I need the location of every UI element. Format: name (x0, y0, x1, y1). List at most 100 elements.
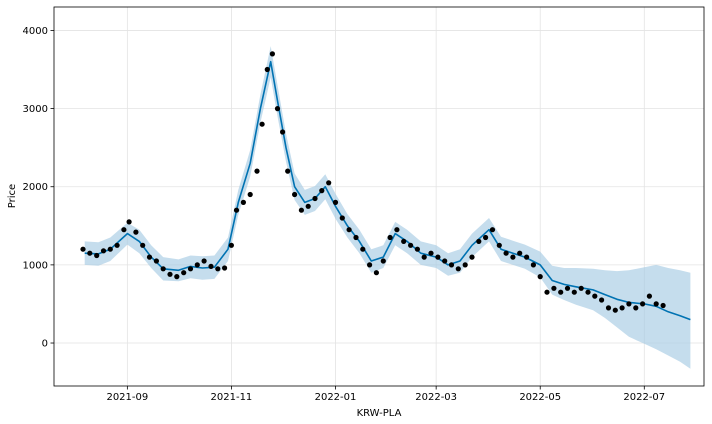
grid-lines (54, 7, 704, 386)
observed-point (510, 254, 516, 260)
observed-point (646, 293, 653, 299)
plot-frame (53, 6, 705, 387)
y-tick-label: 0 (42, 339, 48, 350)
observed-point (660, 302, 666, 309)
observed-point (126, 219, 132, 225)
observed-point (247, 191, 253, 198)
observed-point (153, 258, 159, 264)
observed-point (530, 262, 537, 268)
observed-point (408, 242, 414, 248)
observed-point (326, 180, 332, 186)
observed-point (489, 227, 496, 233)
observed-point (592, 293, 598, 299)
x-tick-label: 2021-11 (211, 392, 253, 403)
x-tick-label: 2021-09 (106, 392, 148, 403)
observed-point (564, 285, 571, 291)
observed-point (599, 297, 605, 303)
observed-point (373, 270, 379, 276)
observed-point (469, 254, 475, 260)
observed-point (551, 285, 557, 291)
observed-point (80, 246, 86, 252)
observed-point (107, 246, 113, 252)
observed-point (633, 305, 639, 311)
observed-point (264, 66, 270, 73)
observed-point (435, 254, 441, 260)
observed-point (503, 250, 509, 256)
x-tick-label: 2022-07 (623, 392, 665, 403)
observed-point (496, 242, 502, 248)
observed-point (298, 207, 304, 213)
observed-point (360, 246, 366, 252)
observed-point (133, 229, 139, 235)
observed-point (524, 254, 530, 260)
observed-point (121, 227, 127, 233)
observed-point (619, 305, 625, 311)
observed-point (312, 195, 318, 202)
observed-point (605, 305, 612, 311)
observed-point (483, 234, 489, 241)
y-tick-label: 1000 (23, 260, 48, 271)
y-tick-label: 3000 (23, 104, 48, 115)
observed-point (280, 129, 286, 135)
observed-point (259, 121, 265, 127)
observed-point (442, 258, 448, 264)
observed-point (208, 263, 214, 269)
observed-point (462, 262, 468, 268)
observed-point (578, 285, 584, 291)
observed-point (146, 254, 153, 260)
observed-point (215, 266, 221, 272)
observed-point (100, 248, 107, 254)
observed-point (240, 199, 246, 205)
observed-point (233, 207, 240, 213)
observed-point (414, 246, 420, 252)
observed-point (174, 274, 180, 280)
observed-point (332, 199, 339, 205)
observed-point (387, 234, 393, 241)
observed-point (140, 242, 146, 248)
observed-point (319, 188, 325, 194)
y-axis-ticks: 0 1000 2000 3000 4000 (23, 26, 54, 350)
observed-point (640, 301, 646, 307)
observed-point (401, 238, 407, 244)
observed-point (585, 289, 591, 295)
y-tick-label: 4000 (23, 26, 48, 37)
observed-point (94, 252, 100, 259)
observed-point (517, 250, 523, 256)
observed-point (421, 254, 427, 260)
observed-point (612, 307, 618, 313)
observed-point (544, 289, 550, 295)
observed-points-group (80, 51, 666, 313)
observed-point (353, 234, 359, 241)
forecast-line-group (84, 60, 691, 321)
observed-point (428, 250, 434, 256)
observed-point (394, 227, 400, 233)
x-tick-label: 2022-01 (315, 392, 357, 403)
x-axis-ticks: 2021-09 2021-11 2022-01 2022-03 2022-05 2022-… (106, 386, 665, 403)
observed-point (114, 242, 120, 248)
observed-point (346, 227, 352, 233)
observed-point (292, 191, 298, 198)
x-axis-label: KRW-PLA (357, 408, 402, 419)
observed-point (380, 258, 386, 264)
observed-point (201, 258, 207, 264)
observed-point (476, 238, 482, 244)
observed-point (285, 168, 291, 174)
x-tick-label: 2022-05 (519, 392, 561, 403)
uncertainty-band-group (84, 46, 691, 369)
forecast-line (84, 60, 691, 321)
observed-point (571, 289, 577, 295)
observed-point (537, 274, 543, 280)
observed-point (222, 265, 228, 271)
observed-point (160, 266, 166, 272)
observed-point (269, 51, 275, 57)
observed-point (181, 270, 187, 276)
observed-point (274, 106, 281, 112)
observed-point (187, 266, 194, 272)
y-axis-label: Price (7, 184, 18, 208)
observed-point (653, 301, 659, 307)
x-tick-label: 2022-03 (415, 392, 457, 403)
observed-point (455, 266, 461, 272)
uncertainty-band (84, 46, 691, 369)
